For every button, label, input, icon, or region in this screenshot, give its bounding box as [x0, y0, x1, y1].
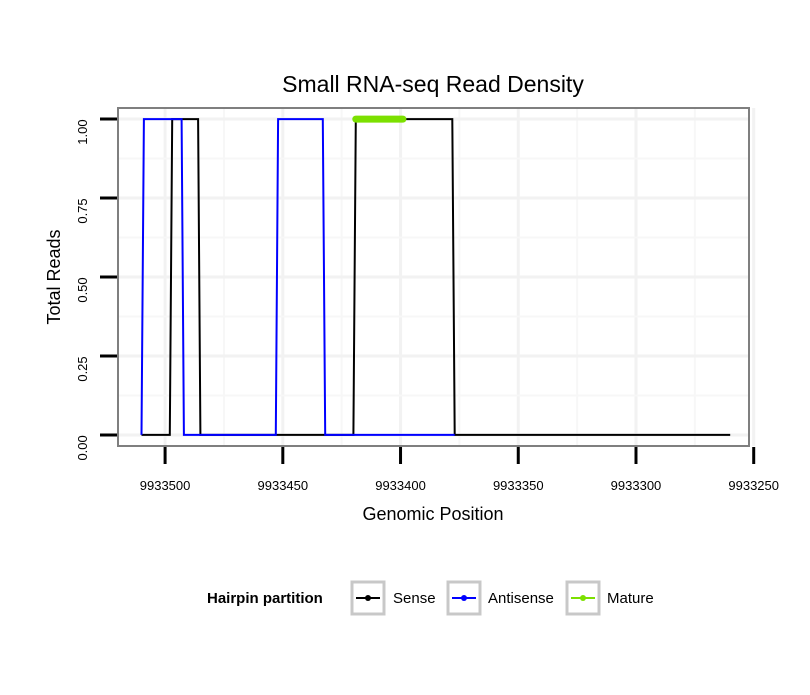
- legend: Hairpin partition Sense Antisense Mature: [207, 580, 654, 616]
- y-tick-label: 0.75: [75, 198, 90, 223]
- legend-key-mature-point: [580, 595, 586, 601]
- y-tick-label: 0.25: [75, 356, 90, 381]
- x-axis-label: Genomic Position: [362, 504, 503, 524]
- x-tick-label: 9933500: [140, 478, 191, 493]
- grid-layer: [118, 108, 756, 446]
- legend-key-sense-point: [365, 595, 371, 601]
- chart-title: Small RNA-seq Read Density: [282, 71, 584, 97]
- series-line-sense: [141, 118, 731, 436]
- y-axis-label: Total Reads: [44, 229, 64, 324]
- series-layer: [140, 115, 731, 436]
- y-tick-label: 0.00: [75, 435, 90, 460]
- x-tick-label: 9933300: [611, 478, 662, 493]
- x-axis: 9933500 9933450 9933400 9933350 9933300 99332…: [140, 447, 779, 493]
- series-line-antisense: [140, 118, 455, 436]
- legend-item-antisense[interactable]: Antisense: [446, 580, 554, 616]
- legend-item-mature[interactable]: Mature: [565, 580, 654, 616]
- y-tick-label: 0.50: [75, 277, 90, 302]
- x-tick-label: 9933250: [728, 478, 779, 493]
- plot-frame: [117, 107, 750, 447]
- legend-title: Hairpin partition: [207, 590, 323, 607]
- x-tick-label: 9933350: [493, 478, 544, 493]
- x-tick-label: 9933400: [375, 478, 426, 493]
- legend-item-sense[interactable]: Sense: [350, 580, 436, 616]
- x-tick-label: 9933450: [258, 478, 309, 493]
- legend-label-mature: Mature: [607, 590, 654, 607]
- y-tick-label: 1.00: [75, 119, 90, 144]
- legend-label-antisense: Antisense: [488, 590, 554, 607]
- y-axis: 0.00 0.25 0.50 0.75 1.00: [75, 117, 117, 461]
- legend-key-antisense-point: [461, 595, 467, 601]
- legend-label-sense: Sense: [393, 590, 436, 607]
